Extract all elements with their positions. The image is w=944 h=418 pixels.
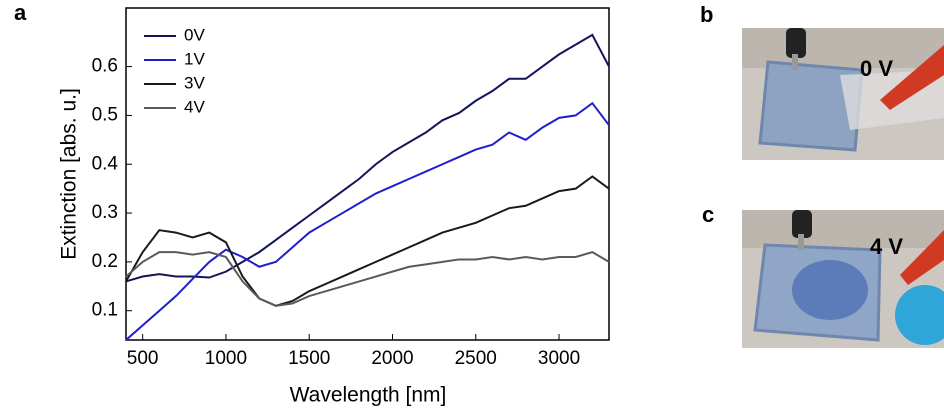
series-line <box>125 33 610 283</box>
panel-label: b <box>700 2 713 27</box>
legend-label: 1V <box>184 49 205 68</box>
photo <box>742 28 944 160</box>
x-tick-label: 2500 <box>455 348 497 369</box>
panel-label: a <box>14 0 27 25</box>
x-tick-label: 3000 <box>538 348 580 369</box>
photo-label: 0 V <box>860 56 893 81</box>
x-axis-label: Wavelength [nm] <box>290 384 447 407</box>
photo <box>742 210 944 348</box>
y-axis-label: Extinction [abs. u.] <box>58 88 81 260</box>
x-tick-label: 1000 <box>205 348 247 369</box>
photo-label: 4 V <box>870 234 903 259</box>
y-tick-label: 0.2 <box>92 251 118 272</box>
y-tick-label: 0.1 <box>92 300 118 321</box>
x-tick-label: 2000 <box>371 348 413 369</box>
y-tick-label: 0.3 <box>92 202 118 223</box>
legend-label: 3V <box>184 73 205 92</box>
x-tick-label: 500 <box>127 348 159 369</box>
legend-label: 0V <box>184 25 205 44</box>
legend-label: 4V <box>184 97 205 116</box>
panel-label: c <box>702 202 714 227</box>
series-line <box>125 175 610 307</box>
plot-frame <box>125 7 610 341</box>
y-tick-label: 0.4 <box>92 153 119 174</box>
y-tick-label: 0.5 <box>92 104 118 125</box>
series-line <box>125 251 610 307</box>
x-tick-label: 1500 <box>288 348 330 369</box>
y-tick-label: 0.6 <box>92 56 118 77</box>
series-line <box>125 101 610 341</box>
